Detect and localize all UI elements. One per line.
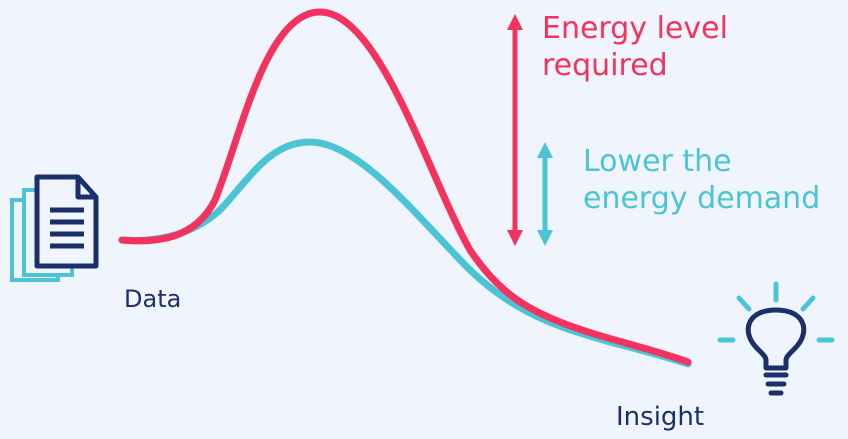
energy-level-label: Energy level required: [542, 10, 728, 84]
data-label: Data: [124, 285, 182, 313]
lower-demand-label-line: Lower the: [583, 144, 732, 179]
energy-level-label-line: required: [542, 48, 668, 83]
arrow-head-down: [507, 230, 523, 246]
arrow-head-up: [507, 14, 523, 30]
insight-label: Insight: [616, 402, 705, 432]
bulb-glass: [745, 307, 807, 371]
energy-level-label-line: Energy level: [542, 11, 728, 46]
lower-demand-label-line: energy demand: [583, 181, 821, 216]
arrow-head-down: [537, 230, 553, 246]
document-stack-icon: [10, 174, 99, 282]
lower-demand-label: Lower the energy demand: [583, 143, 820, 217]
lightbulb-icon: [717, 281, 835, 396]
page-fold: [75, 177, 96, 200]
bulb-ray: [800, 295, 816, 312]
lower-demand-arrow: [537, 142, 553, 246]
high-energy-curve: [118, 8, 692, 366]
arrow-head-up: [537, 142, 553, 158]
bulb-ray: [736, 295, 752, 312]
energy-level-arrow: [507, 14, 523, 246]
